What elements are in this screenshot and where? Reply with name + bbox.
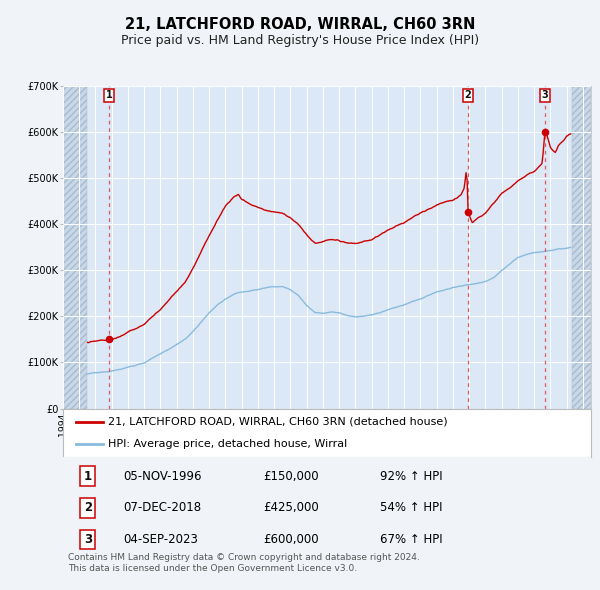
Text: Contains HM Land Registry data © Crown copyright and database right 2024.
This d: Contains HM Land Registry data © Crown c… bbox=[68, 553, 420, 573]
Text: 2: 2 bbox=[84, 502, 92, 514]
Text: 1: 1 bbox=[106, 90, 113, 100]
Text: HPI: Average price, detached house, Wirral: HPI: Average price, detached house, Wirr… bbox=[108, 439, 347, 449]
Text: 67% ↑ HPI: 67% ↑ HPI bbox=[380, 533, 442, 546]
Text: £150,000: £150,000 bbox=[263, 470, 319, 483]
Text: £425,000: £425,000 bbox=[263, 502, 319, 514]
Text: 3: 3 bbox=[84, 533, 92, 546]
Text: 04-SEP-2023: 04-SEP-2023 bbox=[124, 533, 199, 546]
Text: 1: 1 bbox=[84, 470, 92, 483]
Bar bbox=[63, 86, 88, 408]
Text: Price paid vs. HM Land Registry's House Price Index (HPI): Price paid vs. HM Land Registry's House … bbox=[121, 34, 479, 47]
Text: 2: 2 bbox=[464, 90, 471, 100]
Bar bbox=[572, 86, 591, 408]
Text: 92% ↑ HPI: 92% ↑ HPI bbox=[380, 470, 442, 483]
Text: 3: 3 bbox=[542, 90, 548, 100]
Text: 54% ↑ HPI: 54% ↑ HPI bbox=[380, 502, 442, 514]
Text: 07-DEC-2018: 07-DEC-2018 bbox=[124, 502, 202, 514]
Text: £600,000: £600,000 bbox=[263, 533, 319, 546]
Text: 21, LATCHFORD ROAD, WIRRAL, CH60 3RN: 21, LATCHFORD ROAD, WIRRAL, CH60 3RN bbox=[125, 17, 475, 31]
Text: 21, LATCHFORD ROAD, WIRRAL, CH60 3RN (detached house): 21, LATCHFORD ROAD, WIRRAL, CH60 3RN (de… bbox=[108, 417, 448, 427]
Text: 05-NOV-1996: 05-NOV-1996 bbox=[124, 470, 202, 483]
